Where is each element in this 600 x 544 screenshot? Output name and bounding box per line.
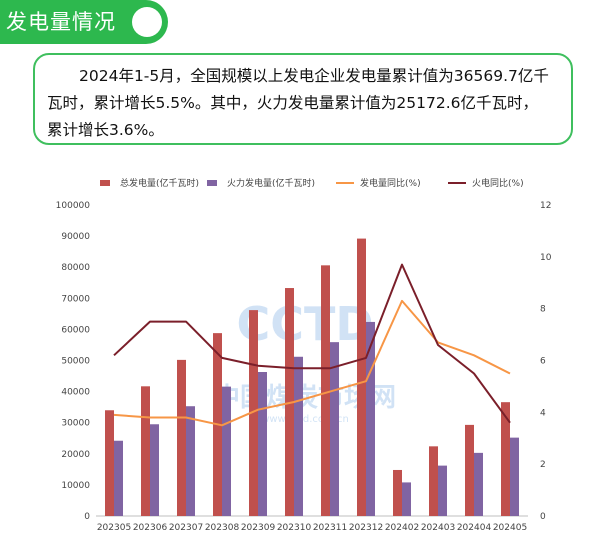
x-tick-label: 202307 — [169, 523, 203, 533]
thermal-generation-bar — [150, 424, 159, 516]
x-tick-label: 202310 — [277, 523, 312, 533]
y-right-tick-label: 0 — [540, 512, 546, 522]
thermal-generation-bar — [114, 440, 123, 516]
total-generation-bar — [393, 469, 402, 516]
section-header: 发电量情况 — [0, 0, 168, 44]
thermal-generation-bar — [294, 356, 303, 516]
watermark-text-3: www.cctd.com.cn — [261, 414, 349, 425]
summary-box: 2024年1-5月，全国规模以上发电企业发电量累计值为36569.7亿千 瓦时，… — [33, 53, 573, 145]
summary-line: 瓦时，累计增长5.5%。其中，火力发电量累计值为25172.6亿千瓦时， — [47, 94, 538, 112]
total-generation-bar — [465, 424, 474, 516]
y-left-tick-label: 0 — [84, 512, 90, 522]
chart-bars — [105, 238, 519, 516]
total-generation-bar — [357, 238, 366, 516]
total-generation-bar — [321, 265, 330, 516]
legend-label: 总发电量(亿千瓦时) — [120, 177, 199, 189]
y-left-tick-label: 50000 — [61, 357, 90, 367]
x-tick-label: 202404 — [457, 523, 492, 533]
total-generation-bar — [141, 386, 150, 516]
thermal-yoy-line — [113, 263, 511, 424]
x-tick-label: 202312 — [349, 523, 383, 533]
x-tick-label: 202402 — [385, 523, 419, 533]
x-tick-label: 202403 — [421, 523, 455, 533]
total-generation-bar — [105, 410, 114, 516]
legend-swatch-bar — [207, 180, 217, 186]
summary-line: 累计增长3.6%。 — [47, 121, 164, 139]
y-right-tick-label: 6 — [540, 357, 546, 367]
total-generation-bar — [177, 359, 186, 516]
thermal-generation-bar — [258, 372, 267, 516]
x-tick-label: 202305 — [97, 523, 131, 533]
y-left-tick-label: 20000 — [61, 450, 90, 460]
thermal-generation-bar — [330, 342, 339, 516]
thermal-generation-bar — [186, 406, 195, 516]
thermal-generation-bar — [510, 437, 519, 516]
watermark-text-1: CCTD — [236, 297, 373, 351]
x-tick-label: 202405 — [493, 523, 527, 533]
total-generation-bar — [429, 446, 438, 516]
x-tick-label: 202308 — [205, 523, 240, 533]
y-left-tick-label: 90000 — [61, 232, 90, 242]
thermal-generation-bar — [438, 465, 447, 516]
total-generation-bar — [249, 310, 258, 516]
y-right-tick-label: 12 — [540, 201, 551, 211]
legend-label: 发电量同比(%) — [360, 177, 421, 189]
x-tick-label: 202311 — [313, 523, 347, 533]
y-left-tick-label: 60000 — [61, 325, 90, 335]
legend-label: 火电同比(%) — [472, 177, 524, 189]
y-left-tick-label: 70000 — [61, 294, 90, 304]
y-left-tick-label: 40000 — [61, 388, 90, 398]
legend-swatch-bar — [100, 180, 110, 186]
thermal-generation-bar — [474, 452, 483, 516]
y-left-tick-label: 10000 — [61, 481, 90, 491]
y-left-tick-label: 80000 — [61, 263, 90, 273]
summary-line: 2024年1-5月，全国规模以上发电企业发电量累计值为36569.7亿千 — [79, 67, 549, 85]
legend-label: 火力发电量(亿千瓦时) — [227, 177, 315, 189]
thermal-generation-bar — [402, 482, 411, 516]
y-right-tick-label: 10 — [540, 253, 552, 263]
y-right-tick-label: 8 — [540, 305, 546, 315]
thermal-generation-bar — [222, 386, 231, 516]
total-generation-bar — [501, 402, 510, 516]
y-left-tick-label: 30000 — [61, 419, 90, 429]
y-right-tick-label: 4 — [540, 408, 546, 418]
thermal-generation-bar — [366, 321, 375, 516]
chart-legend: 总发电量(亿千瓦时) 火力发电量(亿千瓦时) 发电量同比(%) 火电同比(%) — [100, 177, 524, 189]
chart-axes: 0 10000 20000 30000 40000 50000 60000 70000 8000… — [56, 201, 552, 533]
power-generation-chart: CCTD 中国煤炭市场网 www.cctd.com.cn 总发电量(亿千瓦时) 火… — [56, 177, 552, 533]
y-right-tick-label: 2 — [540, 460, 546, 470]
y-left-tick-label: 100000 — [56, 201, 91, 211]
x-tick-label: 202309 — [241, 523, 276, 533]
x-tick-label: 202306 — [133, 523, 168, 533]
chart-lines — [113, 263, 511, 427]
section-title: 发电量情况 — [6, 10, 116, 34]
total-yoy-line — [113, 299, 511, 427]
circle-icon — [132, 7, 162, 37]
